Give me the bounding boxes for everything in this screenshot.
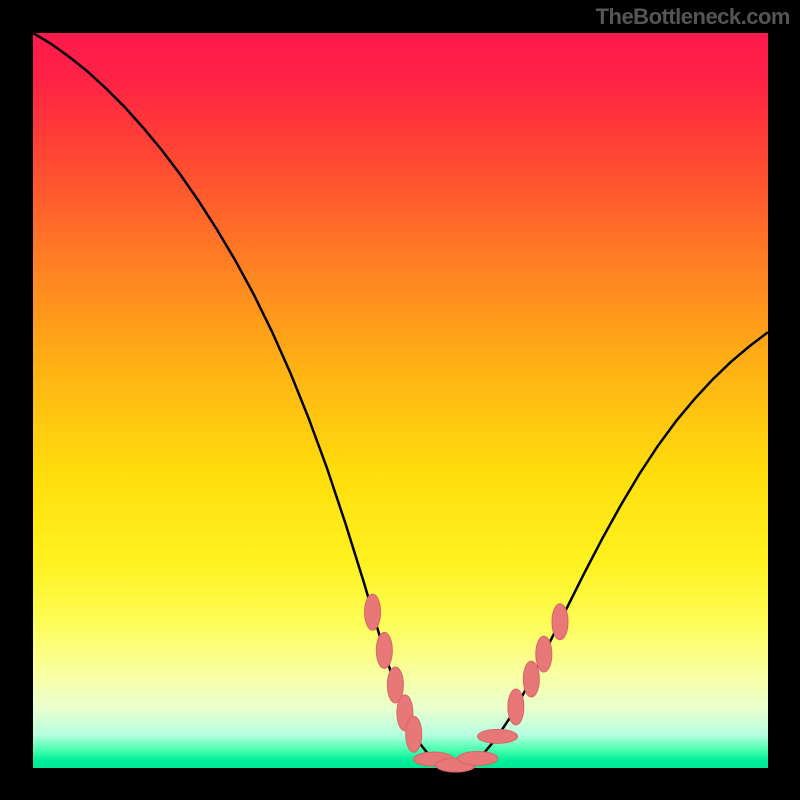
curve-marker	[478, 729, 518, 743]
watermark-text: TheBottleneck.com	[596, 4, 790, 30]
curve-marker	[458, 751, 498, 765]
curve-marker	[508, 689, 524, 725]
curve-marker	[536, 636, 552, 672]
curve-marker	[365, 594, 381, 630]
bottleneck-chart	[0, 0, 800, 800]
curve-marker	[406, 716, 422, 752]
curve-marker	[376, 632, 392, 668]
plot-background	[33, 33, 768, 768]
curve-marker	[552, 604, 568, 640]
curve-marker	[523, 661, 539, 697]
